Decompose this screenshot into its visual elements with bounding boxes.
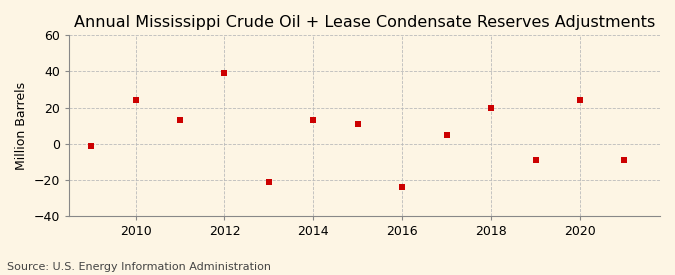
Point [574, 98, 585, 103]
Point [175, 118, 186, 122]
Point [352, 122, 363, 126]
Point [486, 105, 497, 110]
Point [130, 98, 141, 103]
Point [263, 180, 274, 184]
Point [86, 143, 97, 148]
Point [219, 71, 230, 75]
Point [619, 158, 630, 162]
Title: Annual Mississippi Crude Oil + Lease Condensate Reserves Adjustments: Annual Mississippi Crude Oil + Lease Con… [74, 15, 655, 30]
Point [530, 158, 541, 162]
Point [308, 118, 319, 122]
Point [441, 133, 452, 137]
Y-axis label: Million Barrels: Million Barrels [15, 82, 28, 170]
Point [397, 185, 408, 189]
Text: Source: U.S. Energy Information Administration: Source: U.S. Energy Information Administ… [7, 262, 271, 272]
